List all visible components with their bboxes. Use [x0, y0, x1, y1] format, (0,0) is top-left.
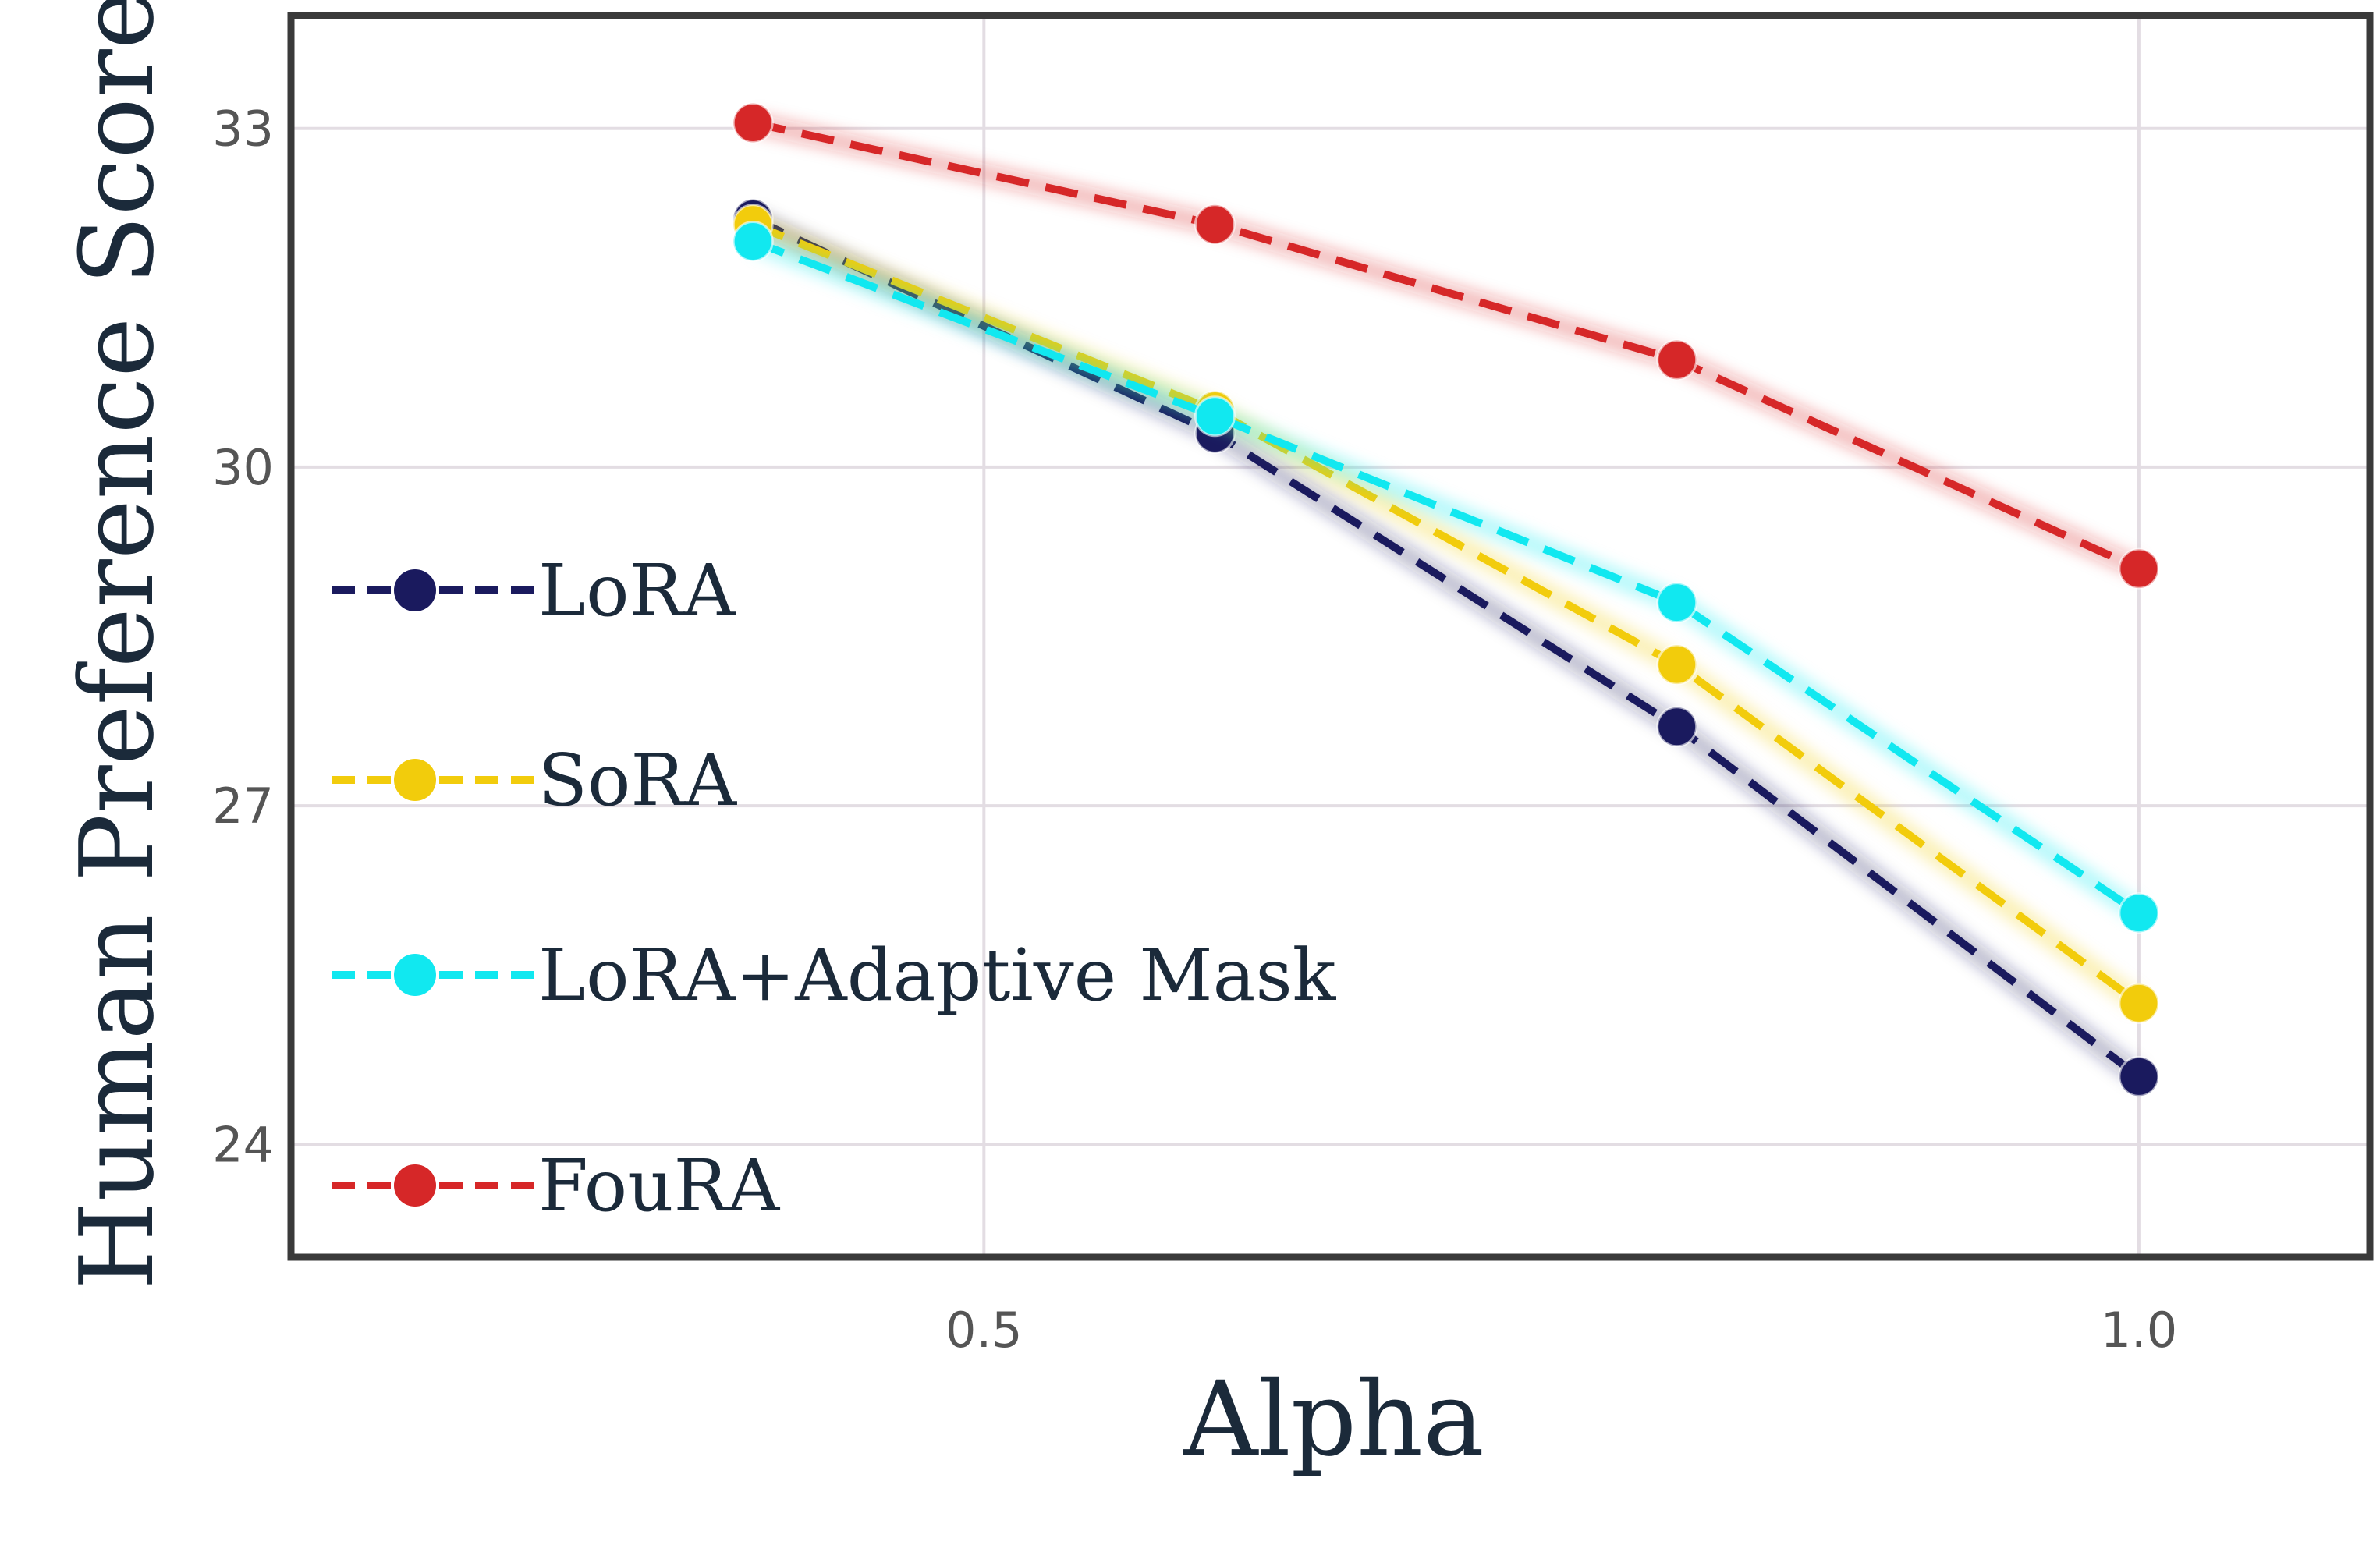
legend-label: LoRA: [538, 549, 736, 633]
data-point: [2119, 894, 2158, 933]
data-point: [1195, 397, 1234, 436]
y-tick-label: 27: [212, 778, 274, 835]
legend-label: SoRA: [538, 739, 738, 822]
y-tick-label: 30: [212, 439, 274, 496]
legend-label: FouRA: [538, 1144, 781, 1228]
y-tick-label: 33: [212, 101, 274, 158]
grid-lines: [291, 16, 2370, 1257]
data-point: [1658, 645, 1697, 684]
legend: LoRA SoRA LoRA+Adaptive Mask FouRA: [332, 549, 1337, 1228]
y-axis-title: Human Preference Score: [58, 0, 176, 1290]
legend-label: LoRA+Adaptive Mask: [538, 934, 1337, 1017]
data-point: [2119, 983, 2158, 1022]
legend-marker: [394, 1164, 436, 1207]
legend-item: SoRA: [332, 739, 738, 822]
series-sora: [733, 205, 2158, 1023]
data-point: [733, 221, 772, 260]
legend-item: LoRA+Adaptive Mask: [332, 934, 1337, 1017]
data-point: [2119, 549, 2158, 588]
data-point: [1195, 205, 1234, 244]
data-point: [1658, 583, 1697, 622]
legend-item: LoRA: [332, 549, 736, 633]
series-glow: [753, 225, 2139, 1004]
x-tick-label: 1.0: [2101, 1302, 2178, 1359]
series-line: [753, 225, 2139, 1004]
legend-marker: [394, 569, 436, 611]
plot-frame: [291, 16, 2370, 1257]
x-tick-label: 0.5: [945, 1302, 1023, 1359]
data-point: [1658, 707, 1697, 746]
y-tick-label: 24: [212, 1116, 274, 1173]
data-point: [733, 103, 772, 142]
legend-marker: [394, 954, 436, 996]
x-axis-title: Alpha: [1183, 1359, 1484, 1479]
legend-marker: [394, 759, 436, 801]
data-point: [2119, 1057, 2158, 1096]
legend-item: FouRA: [332, 1144, 781, 1228]
data-point: [1658, 340, 1697, 379]
